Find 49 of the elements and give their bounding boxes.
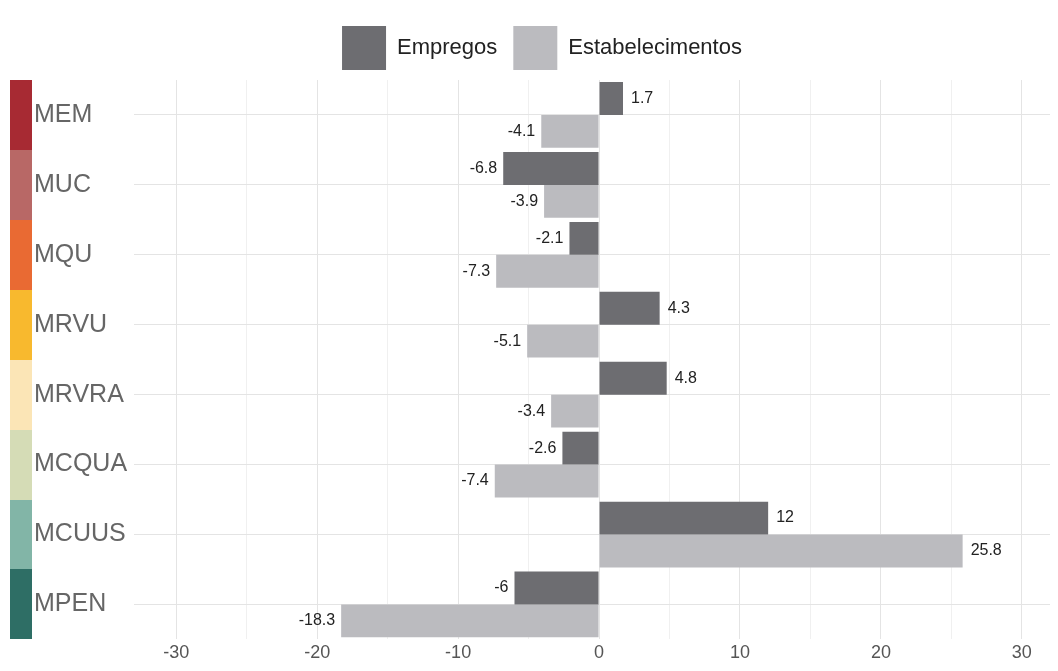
bar bbox=[341, 604, 599, 638]
bar bbox=[569, 221, 599, 255]
bar bbox=[527, 324, 599, 358]
bar bbox=[551, 394, 599, 428]
data-label: 25.8 bbox=[970, 541, 1002, 559]
bar bbox=[544, 184, 599, 218]
data-label: 4.3 bbox=[667, 298, 690, 316]
bar bbox=[599, 501, 769, 535]
x-tick-label: -10 bbox=[445, 642, 472, 663]
data-label: 1.7 bbox=[631, 88, 654, 106]
bar bbox=[599, 82, 623, 115]
y-tick-label: MUC bbox=[34, 168, 91, 197]
bar bbox=[599, 534, 963, 568]
x-tick-label: 10 bbox=[729, 642, 750, 663]
y-tick-label: MPEN bbox=[34, 588, 107, 617]
data-label: -6.8 bbox=[469, 158, 498, 176]
legend-label: Estabelecimentos bbox=[568, 34, 742, 60]
data-label: -2.1 bbox=[535, 228, 564, 246]
data-label: -7.4 bbox=[461, 471, 489, 489]
x-tick-label: 0 bbox=[594, 642, 605, 663]
y-tick-label: MRVRA bbox=[34, 378, 125, 407]
y-tick-label: MEM bbox=[34, 98, 93, 127]
x-tick-label: -20 bbox=[304, 642, 331, 663]
data-label: 12 bbox=[776, 508, 795, 526]
bar bbox=[562, 431, 599, 465]
data-label: -3.4 bbox=[517, 401, 546, 419]
data-label: -5.1 bbox=[493, 331, 522, 349]
data-label: -6 bbox=[494, 578, 509, 596]
y-tick-label: MCUUS bbox=[34, 518, 126, 547]
bar bbox=[503, 152, 599, 185]
data-label: -3.9 bbox=[510, 191, 539, 209]
bar bbox=[514, 571, 599, 605]
bar bbox=[599, 361, 667, 395]
bar bbox=[496, 254, 599, 288]
data-label: -4.1 bbox=[507, 121, 536, 139]
y-tick-label: MQU bbox=[34, 238, 93, 267]
x-tick-label: -30 bbox=[163, 642, 190, 663]
x-tick-label: 30 bbox=[1011, 642, 1032, 663]
data-label: -2.6 bbox=[528, 438, 557, 456]
bar bbox=[494, 464, 599, 498]
bar bbox=[599, 291, 660, 325]
legend-label: Empregos bbox=[397, 34, 498, 60]
y-tick-label: MCQUA bbox=[34, 448, 128, 477]
x-tick-label: 20 bbox=[870, 642, 891, 663]
data-label: -7.3 bbox=[462, 261, 491, 279]
data-label: 4.8 bbox=[674, 368, 698, 386]
y-tick-label: MRVU bbox=[34, 308, 108, 337]
bar bbox=[541, 114, 599, 148]
data-label: -18.3 bbox=[298, 611, 336, 629]
